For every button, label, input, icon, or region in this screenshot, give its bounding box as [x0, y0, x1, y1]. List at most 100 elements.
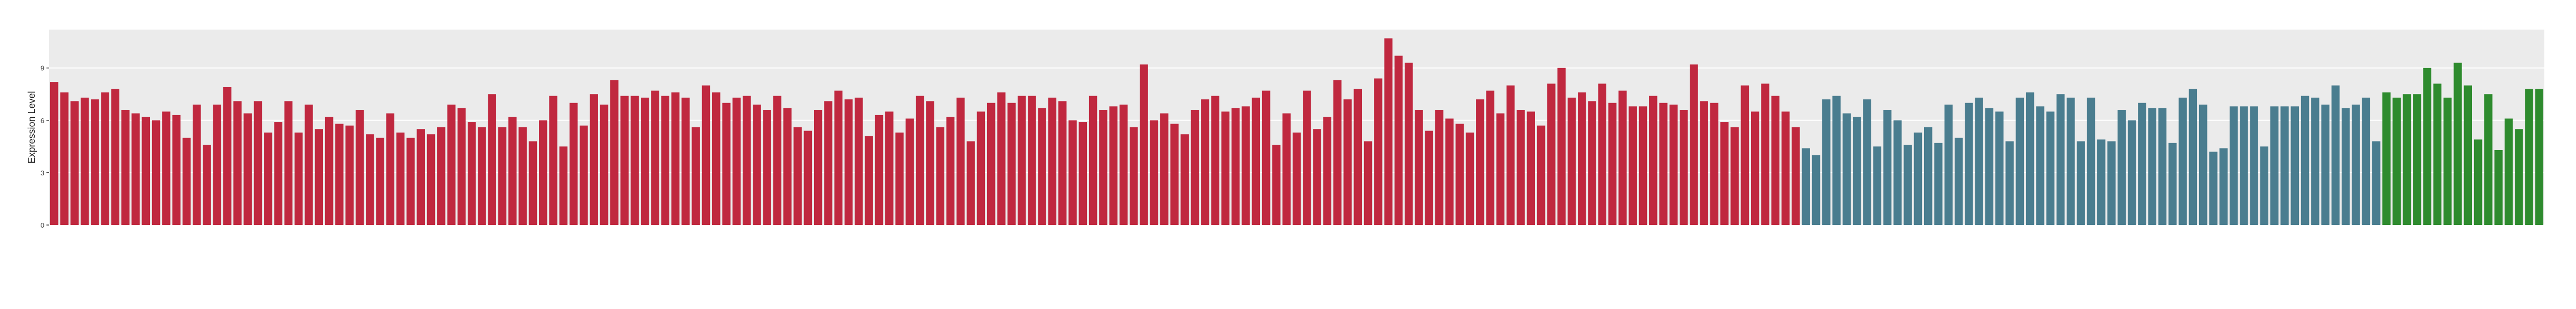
- bar: [1700, 101, 1708, 225]
- bar: [1058, 101, 1067, 225]
- bar: [121, 109, 130, 225]
- bar: [1190, 109, 1199, 225]
- bar: [1119, 105, 1128, 225]
- bar: [600, 105, 609, 225]
- bar: [2484, 94, 2493, 225]
- bar: [1608, 102, 1617, 225]
- bar: [2382, 92, 2391, 225]
- bar: [2067, 97, 2075, 225]
- bar: [2454, 62, 2462, 226]
- bar: [1405, 62, 1413, 226]
- bar: [1924, 127, 1933, 225]
- bar: [427, 134, 435, 225]
- bar: [1659, 102, 1668, 225]
- bar: [294, 132, 303, 225]
- bar: [834, 90, 842, 225]
- bar: [111, 89, 120, 226]
- bar: [1679, 109, 1688, 225]
- bar: [1425, 130, 1434, 225]
- bar: [1527, 111, 1535, 225]
- bar: [528, 141, 537, 225]
- bar: [895, 132, 904, 225]
- bar: [315, 129, 324, 225]
- bar: [1985, 108, 1994, 225]
- bar: [1965, 102, 1973, 225]
- bar: [1934, 143, 1943, 225]
- bar: [1903, 145, 1912, 225]
- bar: [141, 117, 150, 225]
- bar: [376, 137, 384, 225]
- bar: [732, 97, 741, 225]
- bar: [467, 122, 476, 225]
- bar: [2117, 109, 2126, 225]
- bar: [396, 132, 405, 225]
- bar: [1598, 83, 1607, 226]
- bar: [284, 101, 293, 225]
- bar: [2402, 94, 2411, 225]
- bar: [671, 92, 680, 225]
- bar: [702, 85, 711, 225]
- bar: [783, 108, 792, 225]
- bar: [681, 97, 690, 225]
- bar: [1323, 117, 1332, 225]
- bar: [559, 146, 568, 225]
- bar: [2423, 68, 2431, 225]
- y-tick-label: 0: [41, 221, 44, 229]
- bar: [753, 105, 761, 225]
- bar: [1211, 96, 1219, 225]
- bar: [2077, 141, 2085, 225]
- bar: [1873, 146, 1881, 225]
- bar: [1618, 90, 1627, 225]
- bar: [885, 111, 894, 225]
- bar: [1242, 106, 1250, 225]
- bar: [2138, 102, 2146, 225]
- bar: [1028, 96, 1036, 225]
- bar: [1099, 109, 1107, 225]
- bar: [1088, 96, 1097, 225]
- bar: [1017, 96, 1026, 225]
- bar: [1333, 80, 1342, 225]
- bar: [1537, 125, 1546, 225]
- bar: [1802, 148, 1810, 225]
- bar: [1954, 137, 1963, 225]
- bar: [1740, 85, 1749, 225]
- bar: [2342, 108, 2350, 225]
- bar: [1730, 127, 1739, 225]
- bar: [416, 129, 425, 225]
- bar: [2025, 92, 2034, 225]
- bar: [91, 99, 99, 225]
- bar: [712, 92, 721, 225]
- bar: [2413, 94, 2421, 225]
- bar: [2321, 105, 2329, 225]
- bar: [569, 102, 578, 225]
- bar: [518, 127, 527, 225]
- bar: [2362, 97, 2371, 225]
- bar: [580, 125, 588, 225]
- bar: [1160, 113, 1169, 225]
- bar: [1272, 145, 1281, 225]
- bar: [1078, 122, 1087, 225]
- bar: [1038, 108, 1046, 225]
- bar: [1567, 97, 1576, 225]
- bar: [722, 102, 731, 225]
- bar: [1363, 141, 1372, 225]
- bar: [1353, 89, 1362, 226]
- bar: [1303, 90, 1311, 225]
- bar: [2464, 85, 2473, 225]
- bar: [253, 101, 262, 225]
- bar: [1944, 105, 1953, 225]
- bar: [50, 82, 59, 225]
- bar: [610, 80, 619, 225]
- bar: [936, 127, 944, 225]
- bar: [325, 117, 334, 225]
- bar: [2280, 106, 2289, 225]
- bar: [651, 90, 659, 225]
- bar: [2015, 97, 2024, 225]
- bar: [692, 127, 700, 225]
- bar: [488, 94, 497, 225]
- bar: [865, 136, 873, 225]
- bar: [1292, 132, 1301, 225]
- bar: [905, 118, 914, 225]
- bar: [1995, 111, 2004, 225]
